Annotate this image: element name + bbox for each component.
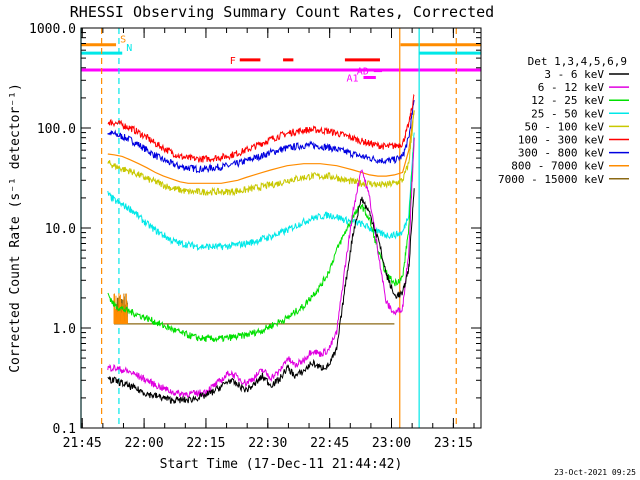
x-tick-label: 21:45: [63, 436, 102, 451]
flag-bar-n-label: N: [126, 43, 132, 54]
series-3-6-kev: [107, 188, 415, 404]
y-axis-ticks: 0.1 1.0 10.0 100.0 1000.0: [29, 22, 481, 437]
legend-label-800-7000-kev: 800 - 7000 keV: [511, 160, 604, 173]
x-axis-label: Start Time (17-Dec-11 21:44:42): [160, 457, 403, 472]
y-tick-label: 10.0: [45, 222, 76, 237]
legend-label-6-12-kev: 6 - 12 keV: [538, 81, 605, 94]
x-axis-ticks: 21:45 22:00 22:15 22:30 22:45 23:00 23:15: [63, 28, 475, 451]
legend-label-12-25-kev: 12 - 25 keV: [531, 94, 604, 107]
legend-label-100-300-kev: 100 - 300 keV: [518, 134, 604, 147]
legend-title: Det 1,3,4,5,6,9: [528, 55, 627, 68]
x-tick-label: 22:30: [248, 436, 287, 451]
y-tick-label: 1000.0: [29, 22, 76, 37]
series-lines: [107, 93, 415, 404]
series-300-800-kev: [107, 99, 415, 174]
footer-timestamp: 23-Oct-2021 09:25: [554, 468, 636, 477]
y-tick-label: 100.0: [37, 122, 76, 137]
legend-label-3-6-kev: 3 - 6 keV: [544, 68, 604, 81]
flag-bar-a1-label: A1: [347, 74, 359, 85]
x-tick-label: 23:00: [372, 436, 411, 451]
legend-label-300-800-kev: 300 - 800 keV: [518, 147, 604, 160]
x-tick-label: 23:15: [434, 436, 473, 451]
y-tick-label: 1.0: [53, 322, 76, 337]
x-tick-label: 22:00: [125, 436, 164, 451]
flag-bar-s-label: S: [120, 35, 126, 46]
series-12-25-kev: [107, 137, 415, 343]
flag-bar-ad-label: AD: [357, 67, 369, 78]
legend-label-7000-15000-kev: 7000 - 15000 keV: [498, 173, 604, 186]
series-50-100-kev: [107, 110, 415, 197]
series-100-300-kev: [107, 93, 415, 163]
x-tick-label: 22:45: [310, 436, 349, 451]
y-axis-label: Corrected Count Rate (s⁻¹ detector⁻¹): [8, 83, 23, 373]
x-tick-label: 22:15: [186, 436, 225, 451]
series-800-7000-kev: [107, 110, 415, 184]
y-tick-label: 0.1: [53, 422, 76, 437]
chart-title: RHESSI Observing Summary Count Rates, Co…: [70, 3, 494, 21]
legend-label-50-100-kev: 50 - 100 keV: [525, 120, 605, 133]
flag-bar-f-label: F: [230, 56, 236, 67]
legend-label-25-50-kev: 25 - 50 keV: [531, 107, 604, 120]
series-6-12-kev: [107, 137, 415, 398]
series-25-50-kev: [107, 132, 415, 252]
